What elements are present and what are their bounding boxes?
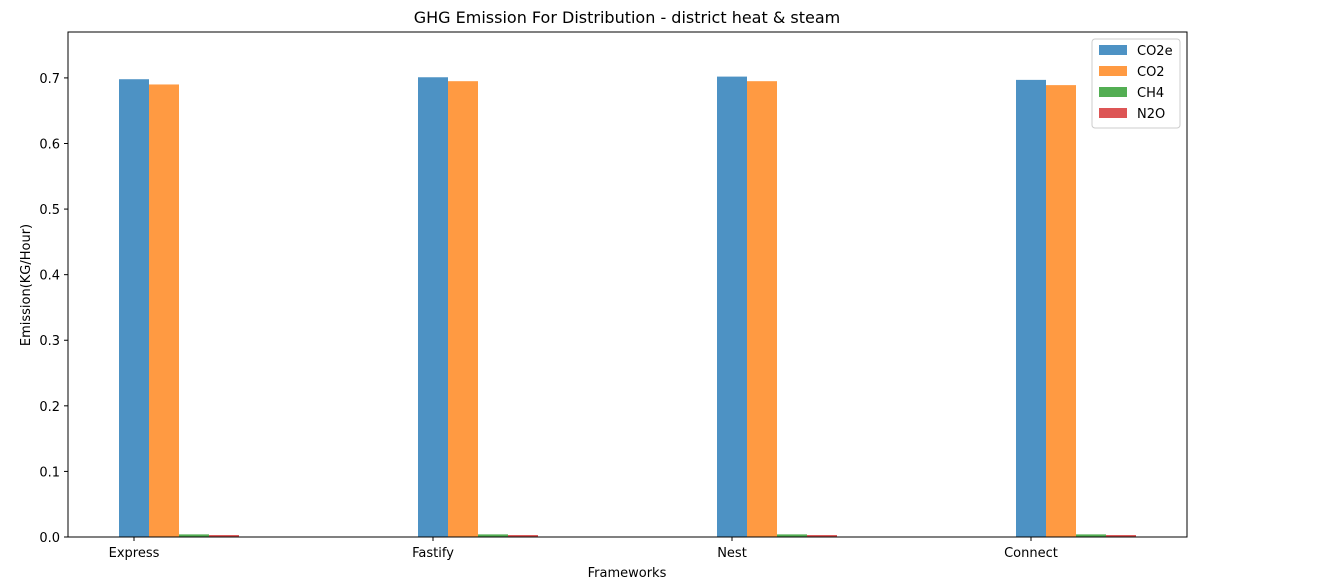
bar-co2e-connect <box>1016 79 1046 538</box>
axes-group: 0.0 0.1 0.2 0.3 0.4 0.5 0.6 0.7 Express Fastify Ne… <box>39 31 1188 561</box>
bar-ch4-express <box>179 534 209 537</box>
bar-co2e-fastify <box>418 77 448 538</box>
y-tick-label: 0.7 <box>39 72 60 87</box>
y-tick-label: 0.5 <box>39 203 60 218</box>
y-tick-label: 0.3 <box>39 334 60 349</box>
x-tick-label: Express <box>109 546 160 561</box>
legend-label-co2: CO2 <box>1137 65 1165 80</box>
y-axis-label: Emission(KG/Hour) <box>19 224 34 346</box>
legend-swatch-co2e <box>1099 45 1127 55</box>
bar-ch4-connect <box>1076 534 1106 537</box>
bar-co2e-nest <box>717 76 747 537</box>
legend: CO2e CO2 CH4 N2O <box>1091 38 1181 129</box>
y-tick-label: 0.1 <box>39 465 60 480</box>
y-tick-label: 0.6 <box>39 137 60 152</box>
bar-co2-connect <box>1046 85 1076 537</box>
legend-label-ch4: CH4 <box>1137 86 1164 101</box>
bar-n2o-fastify <box>508 535 538 537</box>
bar-n2o-nest <box>807 535 837 537</box>
bar-ch4-nest <box>777 534 807 537</box>
y-tick-label: 0.0 <box>39 531 60 546</box>
bar-co2-express <box>149 84 179 537</box>
y-tick-label: 0.2 <box>39 400 60 415</box>
legend-label-n2o: N2O <box>1137 107 1165 122</box>
legend-swatch-co2 <box>1099 66 1127 76</box>
bar-ch4-fastify <box>478 534 508 537</box>
bar-n2o-connect <box>1106 535 1136 537</box>
legend-swatch-ch4 <box>1099 87 1127 97</box>
x-axis-label: Frameworks <box>588 566 667 581</box>
x-tick-label: Connect <box>1004 546 1058 561</box>
x-tick-label: Nest <box>717 546 747 561</box>
chart-title: GHG Emission For Distribution - district… <box>414 8 841 27</box>
bar-co2-nest <box>747 81 777 538</box>
plot-frame <box>67 31 1188 538</box>
x-tick-label: Fastify <box>412 546 454 561</box>
bar-n2o-express <box>209 535 239 537</box>
legend-label-co2e: CO2e <box>1137 44 1173 59</box>
bar-co2-fastify <box>448 81 478 538</box>
bars-group <box>119 76 1136 538</box>
y-tick-label: 0.4 <box>39 269 60 284</box>
bar-co2e-express <box>119 79 149 538</box>
legend-box <box>1091 38 1181 129</box>
legend-swatch-n2o <box>1099 108 1127 118</box>
